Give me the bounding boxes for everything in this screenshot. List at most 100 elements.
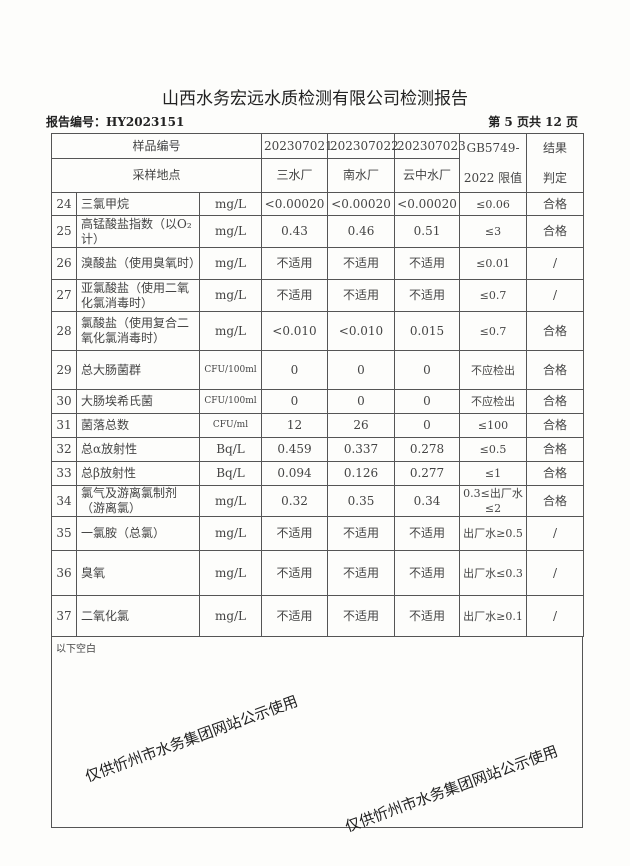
limit: 出厂水≤0.3 bbox=[459, 550, 527, 596]
value: 不适用 bbox=[327, 247, 395, 280]
row-number: 29 bbox=[51, 350, 77, 390]
value: 不适用 bbox=[394, 279, 460, 312]
value: <0.010 bbox=[327, 311, 395, 351]
item-name: 总大肠菌群 bbox=[76, 350, 200, 390]
table-row: 28 氯酸盐（使用复合二氧化氯消毒时） mg/L <0.010 <0.010 0.015 ≤… bbox=[51, 311, 584, 351]
value: <0.00020 bbox=[261, 192, 328, 216]
row-number: 26 bbox=[51, 247, 77, 280]
unit: mg/L bbox=[199, 279, 262, 312]
limit: ≤1 bbox=[459, 461, 527, 486]
row-number: 28 bbox=[51, 311, 77, 351]
value: 不适用 bbox=[394, 516, 460, 551]
result: 合格 bbox=[526, 437, 584, 462]
item-name: 总β放射性 bbox=[76, 461, 200, 486]
item-name: 三氯甲烷 bbox=[76, 192, 200, 216]
result: 合格 bbox=[526, 311, 584, 351]
item-name: 溴酸盐（使用臭氧时） bbox=[76, 247, 201, 280]
result-label: 结果 bbox=[542, 140, 567, 155]
unit: mg/L bbox=[199, 247, 262, 280]
limit: 不应检出 bbox=[459, 389, 527, 414]
table-row: 35 一氯胺（总氯） mg/L 不适用 不适用 不适用 出厂水≥0.5/ bbox=[51, 516, 584, 551]
result-label: 判定 bbox=[542, 170, 567, 185]
value: 0.126 bbox=[327, 461, 395, 486]
unit: mg/L bbox=[199, 550, 262, 596]
limit-header: GB5749- 2022 限值 bbox=[459, 133, 527, 193]
value: 0.35 bbox=[327, 485, 395, 517]
watermark: 仅供忻州市水务集团网站公示使用 bbox=[342, 741, 561, 836]
value: 0 bbox=[327, 350, 395, 390]
value: 不适用 bbox=[261, 550, 328, 596]
unit: mg/L bbox=[199, 516, 262, 551]
limit: ≤0.7 bbox=[459, 311, 527, 351]
value: 0.34 bbox=[394, 485, 460, 517]
value: 不适用 bbox=[261, 247, 328, 280]
row-number: 34 bbox=[51, 485, 77, 517]
blank-area: 以下空白 仅供忻州市水务集团网站公示使用 仅供忻州市水务集团网站公示使用 bbox=[51, 637, 583, 836]
item-name: 一氯胺（总氯） bbox=[76, 516, 200, 551]
value: 0 bbox=[261, 350, 328, 390]
table-row: 29 总大肠菌群 CFU/100ml 0 0 0 不应检出 合格 bbox=[51, 350, 584, 390]
unit: CFU/ml bbox=[199, 413, 262, 438]
unit: CFU/100ml bbox=[199, 389, 262, 414]
value: 不适用 bbox=[327, 279, 395, 312]
limit: 出厂水≥0.5 bbox=[459, 516, 527, 551]
value: 0.43 bbox=[261, 215, 328, 248]
item-name: 菌落总数 bbox=[76, 413, 200, 438]
row-number: 37 bbox=[51, 595, 77, 637]
unit: mg/L bbox=[199, 215, 262, 248]
table-row: 26 溴酸盐（使用臭氧时） mg/L 不适用 不适用 不适用 ≤0.01/ bbox=[51, 247, 584, 280]
unit: CFU/100ml bbox=[199, 350, 262, 390]
row-number: 30 bbox=[51, 389, 77, 414]
limit: 0.3≤出厂水≤2 bbox=[459, 485, 527, 517]
row-number: 36 bbox=[51, 550, 77, 596]
value: 0 bbox=[327, 389, 395, 414]
result: 合格 bbox=[526, 485, 584, 517]
table-row: 30 大肠埃希氏菌 CFU/100ml 0 0 0 不应检出 合格 bbox=[51, 389, 584, 414]
result: 合格 bbox=[526, 192, 584, 216]
site: 南水厂 bbox=[327, 158, 395, 193]
unit: mg/L bbox=[199, 311, 262, 351]
table-row: 37 二氧化氯 mg/L 不适用 不适用 不适用 出厂水≥0.1/ bbox=[51, 595, 584, 637]
row-number: 25 bbox=[51, 215, 77, 248]
result-header: 结果 判定 bbox=[526, 133, 584, 193]
result: 合格 bbox=[526, 350, 584, 390]
item-name: 高锰酸盐指数（以O₂计） bbox=[76, 215, 200, 248]
value: 不适用 bbox=[394, 595, 460, 637]
site: 云中水厂 bbox=[394, 158, 460, 193]
item-name: 亚氯酸盐（使用二氧化氯消毒时） bbox=[76, 279, 200, 312]
table-row: 31 菌落总数 CFU/ml 12 26 0 ≤100 合格 bbox=[51, 413, 584, 438]
result: 合格 bbox=[526, 461, 584, 486]
value: 不适用 bbox=[327, 516, 395, 551]
unit: mg/L bbox=[199, 595, 262, 637]
page-info: 第 5 页共 12 页 bbox=[488, 115, 578, 129]
item-name: 臭氧 bbox=[76, 550, 200, 596]
limit-label: 2022 限值 bbox=[463, 170, 523, 185]
value: 不适用 bbox=[327, 595, 395, 637]
result: 合格 bbox=[526, 215, 584, 248]
limit: ≤0.5 bbox=[459, 437, 527, 462]
sample-no-label: 样品编号 bbox=[51, 133, 262, 159]
value: 0 bbox=[394, 350, 460, 390]
row-number: 35 bbox=[51, 516, 77, 551]
unit: Bq/L bbox=[199, 461, 262, 486]
value: 不适用 bbox=[394, 550, 460, 596]
item-name: 氯酸盐（使用复合二氧化氯消毒时） bbox=[76, 311, 200, 351]
table-row: 24 三氯甲烷 mg/L <0.00020 <0.00020 <0.00020 ≤0.06 合… bbox=[51, 192, 584, 216]
value: 0.337 bbox=[327, 437, 395, 462]
result: / bbox=[526, 279, 584, 312]
site-label: 采样地点 bbox=[51, 158, 262, 193]
sample-no: 202307021 bbox=[261, 133, 333, 159]
row-number: 27 bbox=[51, 279, 77, 312]
value: 0.094 bbox=[261, 461, 328, 486]
value: 不适用 bbox=[327, 550, 395, 596]
value: <0.00020 bbox=[394, 192, 460, 216]
value: 0.32 bbox=[261, 485, 328, 517]
result: / bbox=[526, 595, 584, 637]
item-name: 二氧化氯 bbox=[76, 595, 200, 637]
limit: ≤100 bbox=[459, 413, 527, 438]
value: 0.51 bbox=[394, 215, 460, 248]
sample-no: 202307022 bbox=[327, 133, 399, 159]
table-row: 34 氯气及游离氯制剂（游离氯） mg/L 0.32 0.35 0.34 0.3≤出厂水≤2… bbox=[51, 485, 584, 517]
table-row: 32 总α放射性 Bq/L 0.459 0.337 0.278 ≤0.5 合格 bbox=[51, 437, 584, 462]
